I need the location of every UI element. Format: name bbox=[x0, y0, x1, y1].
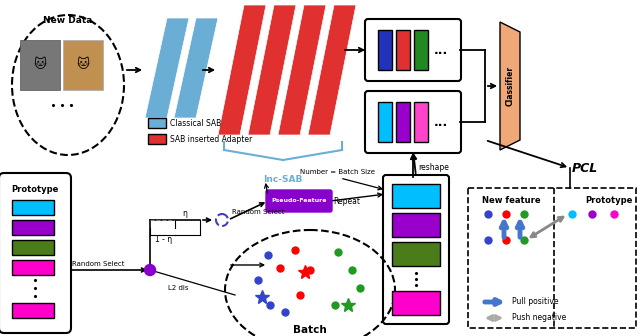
FancyBboxPatch shape bbox=[266, 190, 332, 212]
FancyBboxPatch shape bbox=[12, 240, 54, 255]
Text: 🐱: 🐱 bbox=[33, 58, 47, 72]
Text: Pseudo-Feature: Pseudo-Feature bbox=[271, 199, 327, 204]
Text: Random Select: Random Select bbox=[72, 261, 125, 267]
Polygon shape bbox=[145, 18, 189, 118]
FancyBboxPatch shape bbox=[365, 91, 461, 153]
Text: Number = Batch Size: Number = Batch Size bbox=[300, 169, 375, 175]
Text: New Data: New Data bbox=[44, 16, 93, 25]
FancyBboxPatch shape bbox=[12, 200, 54, 215]
FancyBboxPatch shape bbox=[12, 260, 54, 275]
FancyBboxPatch shape bbox=[0, 173, 71, 333]
FancyBboxPatch shape bbox=[148, 134, 166, 144]
FancyBboxPatch shape bbox=[396, 30, 410, 70]
FancyBboxPatch shape bbox=[20, 40, 60, 90]
Text: PCL: PCL bbox=[572, 162, 598, 174]
FancyBboxPatch shape bbox=[414, 102, 428, 142]
Text: 1 - η: 1 - η bbox=[155, 236, 172, 245]
Polygon shape bbox=[174, 18, 218, 118]
FancyBboxPatch shape bbox=[378, 30, 392, 70]
Polygon shape bbox=[278, 5, 326, 135]
FancyBboxPatch shape bbox=[148, 118, 166, 128]
FancyBboxPatch shape bbox=[392, 242, 440, 266]
FancyBboxPatch shape bbox=[12, 220, 54, 235]
Polygon shape bbox=[308, 5, 356, 135]
Text: Push negative: Push negative bbox=[512, 313, 566, 323]
FancyBboxPatch shape bbox=[392, 291, 440, 315]
Text: Prototype: Prototype bbox=[12, 185, 59, 194]
Circle shape bbox=[145, 264, 156, 276]
FancyBboxPatch shape bbox=[396, 102, 410, 142]
FancyBboxPatch shape bbox=[12, 303, 54, 318]
Text: reshape: reshape bbox=[418, 164, 449, 172]
Text: 🐱: 🐱 bbox=[77, 58, 90, 72]
Text: Inc-SAB: Inc-SAB bbox=[263, 175, 303, 184]
Text: ...: ... bbox=[434, 116, 448, 128]
Text: SAB inserted Adapter: SAB inserted Adapter bbox=[170, 134, 252, 143]
FancyBboxPatch shape bbox=[378, 102, 392, 142]
Text: η: η bbox=[182, 209, 188, 217]
Text: L2 dis: L2 dis bbox=[168, 285, 189, 291]
Text: Batch: Batch bbox=[293, 325, 327, 335]
Text: Classical SAB: Classical SAB bbox=[170, 119, 221, 127]
FancyBboxPatch shape bbox=[414, 30, 428, 70]
Text: Random Select: Random Select bbox=[232, 209, 285, 215]
Text: Repeat: Repeat bbox=[333, 197, 360, 206]
FancyBboxPatch shape bbox=[63, 40, 103, 90]
Text: ...: ... bbox=[434, 43, 448, 56]
FancyBboxPatch shape bbox=[392, 184, 440, 208]
Polygon shape bbox=[248, 5, 296, 135]
Text: Pull positive: Pull positive bbox=[512, 297, 559, 306]
Polygon shape bbox=[218, 5, 266, 135]
Polygon shape bbox=[500, 22, 520, 150]
FancyBboxPatch shape bbox=[365, 19, 461, 81]
Text: New feature: New feature bbox=[482, 196, 540, 205]
Text: Classifier: Classifier bbox=[506, 66, 515, 106]
FancyBboxPatch shape bbox=[392, 213, 440, 237]
Text: Prototype: Prototype bbox=[586, 196, 633, 205]
